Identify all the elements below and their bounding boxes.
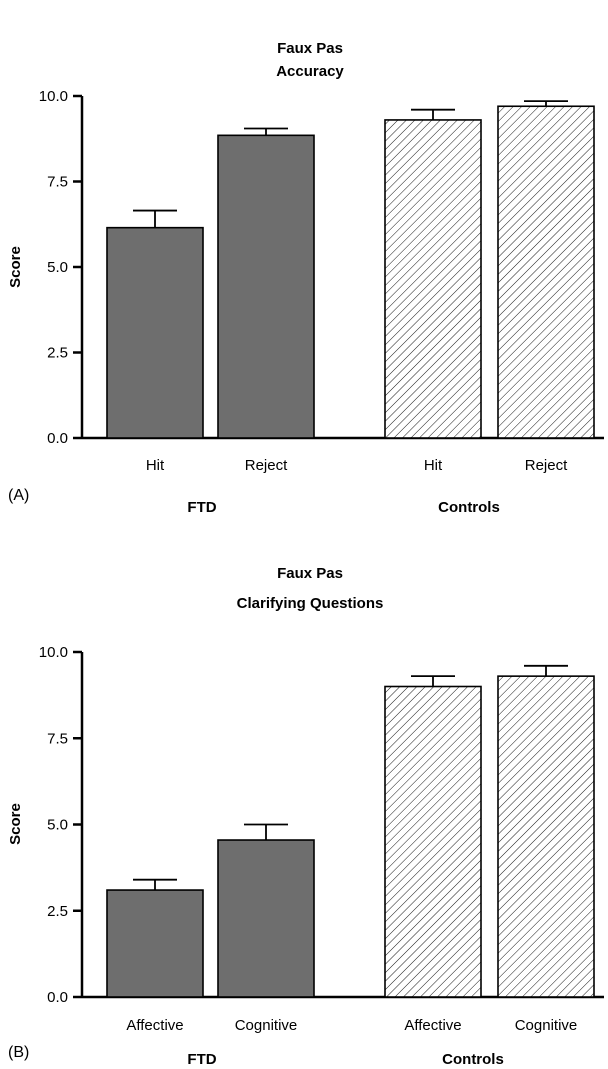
panel-a-y-tick-label: 2.5	[47, 345, 68, 362]
panel-a-y-tick-label: 0.0	[47, 430, 68, 447]
panel-b-bar-controls-cognitive	[497, 675, 595, 998]
panel-a-y-tick-label: 10.0	[39, 88, 68, 105]
panel-a-bar-controls-hit	[384, 119, 482, 439]
panel-a-category-label: Reject	[525, 457, 568, 474]
panel-b-group-label-controls: Controls	[442, 1051, 504, 1068]
panel-b-category-label: Cognitive	[515, 1017, 578, 1034]
panel-b-y-tick-label: 2.5	[47, 903, 68, 920]
panel-a-bar-ftd-reject	[217, 134, 315, 439]
panel-b-bar-ftd-affective	[106, 889, 204, 998]
panel-b-subtitle: Clarifying Questions	[237, 595, 384, 612]
panel-a-category-label: Reject	[245, 457, 288, 474]
panel-b-bar-ftd-cognitive	[217, 839, 315, 998]
panel-a-y-tick-label: 7.5	[47, 174, 68, 191]
panel-b-label: (B)	[8, 1044, 29, 1061]
panel-a-bar-ftd-hit	[106, 226, 204, 439]
panel-b-bar-controls-affective	[384, 685, 482, 998]
panel-b-category-label: Cognitive	[235, 1017, 298, 1034]
panel-a-y-axis-label: Score	[7, 246, 24, 288]
panel-b-title: Faux Pas	[277, 565, 343, 582]
panel-a-label: (A)	[8, 487, 29, 504]
panel-a-bar-controls-reject	[497, 105, 595, 439]
panel-a-y-tick-label: 5.0	[47, 259, 68, 276]
panel-a-group-label-controls: Controls	[438, 499, 500, 516]
panel-a-group-label-ftd: FTD	[187, 499, 216, 516]
panel-a-category-label: Hit	[424, 457, 443, 474]
panel-b-y-tick-label: 5.0	[47, 817, 68, 834]
panel-b-category-label: Affective	[404, 1017, 461, 1034]
panel-b-category-label: Affective	[126, 1017, 183, 1034]
panel-b-group-label-ftd: FTD	[187, 1051, 216, 1068]
panel-b-y-tick-label: 10.0	[39, 644, 68, 661]
panel-a-subtitle: Accuracy	[276, 63, 344, 80]
panel-a-category-label: Hit	[146, 457, 165, 474]
panel-b-y-tick-label: 7.5	[47, 730, 68, 747]
panel-b-y-tick-label: 0.0	[47, 989, 68, 1006]
panel-b-y-axis-label: Score	[7, 803, 24, 845]
panel-a-title: Faux Pas	[277, 40, 343, 57]
